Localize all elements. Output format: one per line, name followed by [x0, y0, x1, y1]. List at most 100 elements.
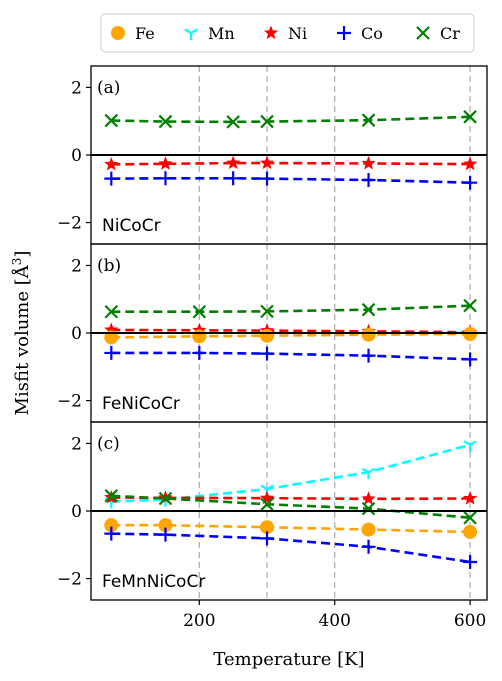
- data-point: [192, 329, 207, 344]
- panel-tag: (a): [97, 78, 120, 98]
- x-tick-label: 600: [454, 611, 486, 631]
- data-point: [104, 171, 119, 186]
- y-axis-title-superscript: 3: [10, 258, 24, 266]
- data-point: [463, 352, 478, 367]
- data-point: [361, 327, 376, 342]
- legend-item-fe: Fe: [111, 24, 155, 43]
- data-point: [361, 155, 376, 170]
- legend-marker-fe: [111, 26, 125, 40]
- panel-alloy-name: FeMnNiCoCr: [102, 572, 205, 592]
- data-point: [462, 491, 478, 505]
- data-point: [104, 518, 119, 533]
- panel-1: −2 0 2 (a) NiCoCr: [57, 65, 488, 245]
- data-point: [158, 171, 173, 186]
- data-point: [226, 171, 241, 186]
- x-tick-label: 200: [183, 611, 215, 631]
- data-point: [104, 113, 119, 128]
- data-point: [158, 518, 173, 533]
- legend-marker-co: [337, 26, 351, 40]
- data-point: [158, 527, 173, 542]
- data-point: [192, 304, 207, 319]
- series-line: [111, 332, 471, 339]
- legend-label: Cr: [440, 24, 460, 43]
- y-axis-title-main: Misfit volume [Å: [11, 264, 33, 415]
- data-point: [361, 539, 376, 554]
- series-line: [111, 161, 471, 166]
- data-point: [259, 490, 275, 505]
- y-tick-label: 2: [71, 78, 82, 98]
- data-point: [463, 298, 477, 313]
- data-point: [361, 501, 376, 516]
- data-point: [104, 345, 119, 360]
- data-point: [158, 156, 173, 170]
- y-tick-label: 0: [71, 324, 82, 344]
- data-point: [104, 322, 119, 337]
- data-point: [463, 510, 477, 525]
- legend-label: Mn: [208, 24, 235, 43]
- data-point: [463, 440, 477, 452]
- legend-item-co: Co: [337, 24, 383, 43]
- y-tick-label: −2: [57, 214, 82, 234]
- legend: Fe Mn Ni Co Cr: [100, 13, 475, 53]
- legend-marker-mn: [184, 28, 198, 40]
- data-point: [361, 113, 376, 127]
- panel-tag: (c): [97, 434, 120, 454]
- series-cr: [104, 110, 477, 129]
- legend-label: Fe: [135, 24, 155, 43]
- data-point: [259, 155, 275, 170]
- series-line: [111, 328, 471, 334]
- data-point: [361, 172, 376, 187]
- series-co: [104, 171, 478, 190]
- y-tick-label: 2: [71, 256, 82, 276]
- x-axis-title: Temperature [K]: [213, 649, 364, 670]
- panel-2: −2 0 2 (b) FeNiCoCr: [57, 243, 488, 423]
- legend-marker-cr: [416, 26, 430, 40]
- series-cr: [104, 298, 477, 319]
- series-ni: [104, 155, 478, 171]
- data-point: [361, 348, 376, 363]
- series-line: [111, 351, 471, 361]
- y-tick-label: −2: [57, 570, 82, 590]
- data-point: [104, 526, 119, 541]
- data-point: [226, 155, 241, 170]
- legend-label: Co: [361, 24, 383, 43]
- data-point: [361, 467, 376, 480]
- data-point: [260, 304, 274, 319]
- data-point: [462, 156, 478, 171]
- data-point: [361, 302, 376, 317]
- series-fe: [104, 518, 478, 539]
- data-point: [158, 491, 173, 506]
- y-tick-label: 0: [71, 146, 82, 166]
- series-cr: [104, 489, 477, 525]
- data-point: [226, 115, 240, 129]
- data-point: [260, 531, 274, 546]
- y-tick-label: −2: [57, 392, 82, 412]
- data-point: [260, 328, 274, 343]
- data-point: [192, 345, 207, 360]
- y-axis-title: Misfit volume [Å3]: [10, 251, 33, 416]
- data-point: [463, 110, 477, 124]
- series-line: [111, 115, 471, 124]
- panels: −2 0 2 (a) NiCoCr −2 0 2 (b) FeNiCoCr −2 0 2 (c) FeMnN…: [57, 65, 488, 631]
- data-point: [260, 114, 274, 129]
- data-point: [361, 522, 376, 537]
- data-point: [260, 346, 274, 361]
- legend-item-mn: Mn: [184, 24, 235, 43]
- data-point: [158, 114, 173, 129]
- x-tick-label: 400: [318, 611, 350, 631]
- data-point: [260, 497, 274, 512]
- data-point: [104, 156, 119, 171]
- panel-tag: (b): [97, 256, 121, 276]
- legend-marker-ni: [263, 25, 279, 40]
- data-point: [463, 555, 478, 570]
- legend-label: Ni: [288, 24, 307, 43]
- series-co: [104, 345, 478, 367]
- data-point: [104, 489, 119, 503]
- series-co: [104, 526, 478, 570]
- data-point: [260, 171, 274, 186]
- y-tick-label: 0: [71, 502, 82, 522]
- legend-frame: [100, 13, 475, 53]
- data-point: [463, 175, 478, 190]
- y-tick-label: 2: [71, 434, 82, 454]
